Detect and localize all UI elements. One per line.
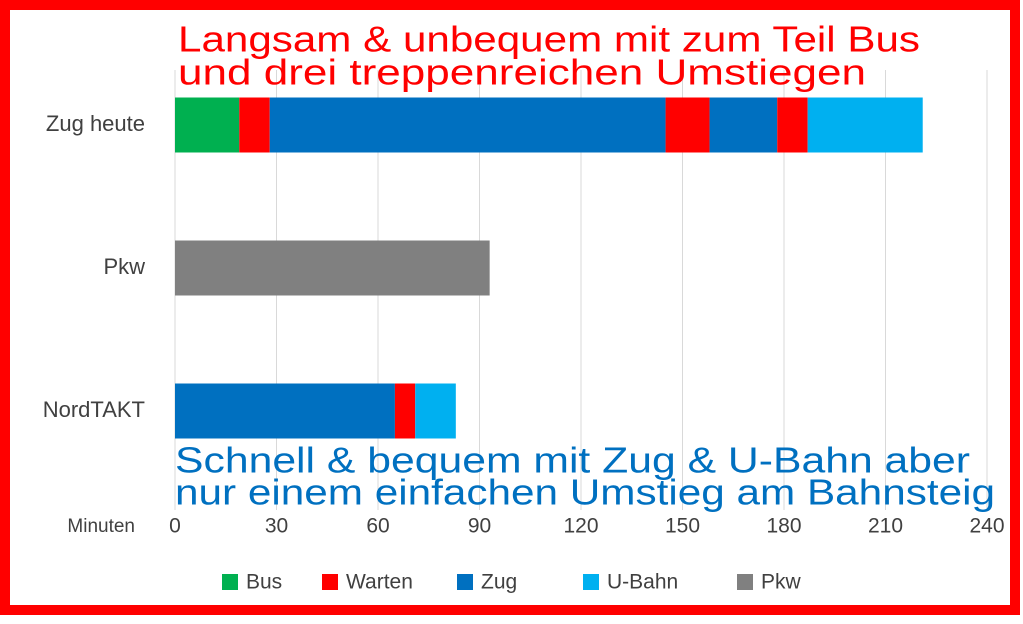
legend-swatch	[222, 574, 238, 590]
annotation: Langsam & unbequem mit zum Teil Bus	[178, 19, 920, 60]
bar-segment	[415, 383, 456, 439]
bar-segment	[394, 383, 416, 439]
bar-segment	[807, 97, 923, 153]
bar-segment	[665, 97, 710, 153]
legend-label: Warten	[346, 571, 413, 594]
annotation: und drei treppenreichen Umstiegen	[178, 52, 866, 93]
bar-segment	[175, 97, 240, 153]
legend-label: Zug	[481, 571, 517, 594]
x-axis-label: Minuten	[67, 516, 135, 537]
y-tick-label: NordTAKT	[43, 397, 145, 422]
y-tick-label: Zug heute	[46, 111, 145, 136]
legend-label: Pkw	[761, 571, 802, 594]
y-tick-label: Pkw	[103, 254, 145, 279]
legend-swatch	[583, 574, 599, 590]
annotation: nur einem einfachen Umstieg am Bahnsteig	[175, 472, 995, 513]
bar-segment	[175, 383, 395, 439]
legend-swatch	[322, 574, 338, 590]
legend-label: U-Bahn	[607, 571, 678, 594]
annotation: Schnell & bequem mit Zug & U-Bahn aber	[175, 440, 970, 481]
bar-segment	[777, 97, 808, 153]
x-tick-label: 60	[366, 515, 389, 538]
bar-segment	[175, 240, 490, 296]
x-tick-label: 30	[265, 515, 288, 538]
x-tick-label: 150	[665, 515, 700, 538]
bar-segment	[709, 97, 778, 153]
bar-segment	[269, 97, 666, 153]
x-tick-label: 180	[766, 515, 801, 538]
legend-swatch	[457, 574, 473, 590]
x-tick-label: 210	[868, 515, 903, 538]
x-tick-label: 120	[563, 515, 598, 538]
legend-label: Bus	[246, 571, 282, 594]
x-tick-label: 240	[969, 515, 1004, 538]
x-tick-label: 0	[169, 515, 181, 538]
bar-segment	[239, 97, 270, 153]
legend-swatch	[737, 574, 753, 590]
x-tick-label: 90	[468, 515, 491, 538]
